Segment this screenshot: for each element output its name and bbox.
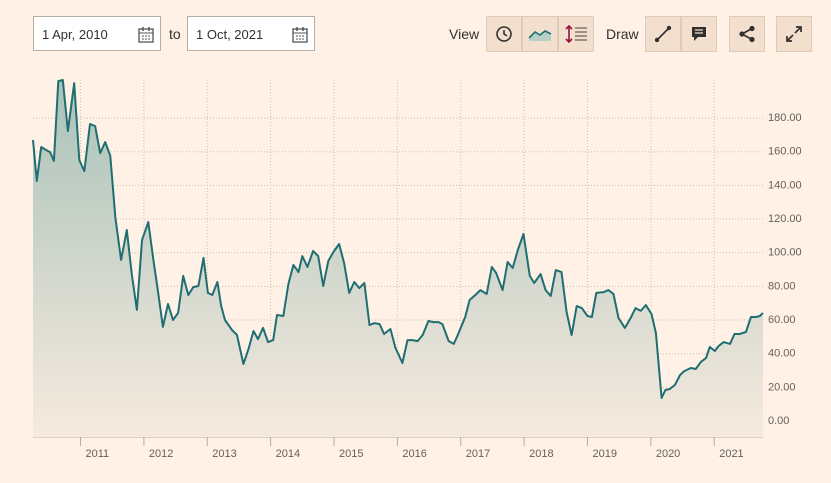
x-tick-label: 2021 <box>719 448 743 460</box>
y-tick-label: 40.00 <box>768 348 796 360</box>
x-tick-label: 2017 <box>466 448 490 460</box>
draw-label: Draw <box>606 26 639 42</box>
calendar-icon <box>292 27 308 43</box>
view-label: View <box>449 26 480 42</box>
start-date: 1 Apr, 2010 <box>42 27 108 42</box>
y-tick-label: 80.00 <box>768 280 796 292</box>
to-label: to <box>169 26 181 42</box>
end-date: 1 Oct, 2021 <box>196 27 264 42</box>
x-tick-label: 2011 <box>86 448 110 460</box>
annotate-button[interactable] <box>681 16 717 52</box>
share-button[interactable] <box>729 16 765 52</box>
line-view-button[interactable] <box>522 16 558 52</box>
y-tick-label: 20.00 <box>768 381 796 393</box>
share-icon <box>739 25 755 43</box>
x-tick-label: 2015 <box>339 448 363 460</box>
x-tick-label: 2013 <box>212 448 236 460</box>
y-tick-label: 140.00 <box>768 179 802 191</box>
line-icon <box>528 30 552 41</box>
scale-button[interactable] <box>558 16 594 52</box>
y-tick-label: 160.00 <box>768 146 802 158</box>
clock-button[interactable] <box>486 16 522 52</box>
fullscreen-button[interactable] <box>776 16 812 52</box>
x-tick-label: 2019 <box>592 448 616 460</box>
y-tick-label: 0.00 <box>768 415 789 427</box>
area <box>33 80 763 437</box>
comment-icon <box>692 27 706 41</box>
calendar-icon <box>138 27 154 43</box>
clock-icon <box>496 26 512 42</box>
y-tick-label: 180.00 <box>768 112 802 124</box>
scale-icon <box>565 24 587 44</box>
x-tick-label: 2020 <box>656 448 680 460</box>
x-tick-label: 2014 <box>276 448 300 460</box>
draw-line-icon <box>654 25 672 43</box>
y-tick-label: 60.00 <box>768 314 796 326</box>
x-tick-label: 2012 <box>149 448 173 460</box>
draw-line-button[interactable] <box>645 16 681 52</box>
y-tick-label: 120.00 <box>768 213 802 225</box>
y-tick-label: 100.00 <box>768 247 802 259</box>
start-date-input[interactable]: 1 Apr, 2010 <box>33 16 161 51</box>
x-tick-label: 2016 <box>402 448 426 460</box>
end-date-input[interactable]: 1 Oct, 2021 <box>187 16 315 51</box>
line <box>32 79 764 399</box>
expand-icon <box>786 26 802 42</box>
x-tick-label: 2018 <box>529 448 553 460</box>
